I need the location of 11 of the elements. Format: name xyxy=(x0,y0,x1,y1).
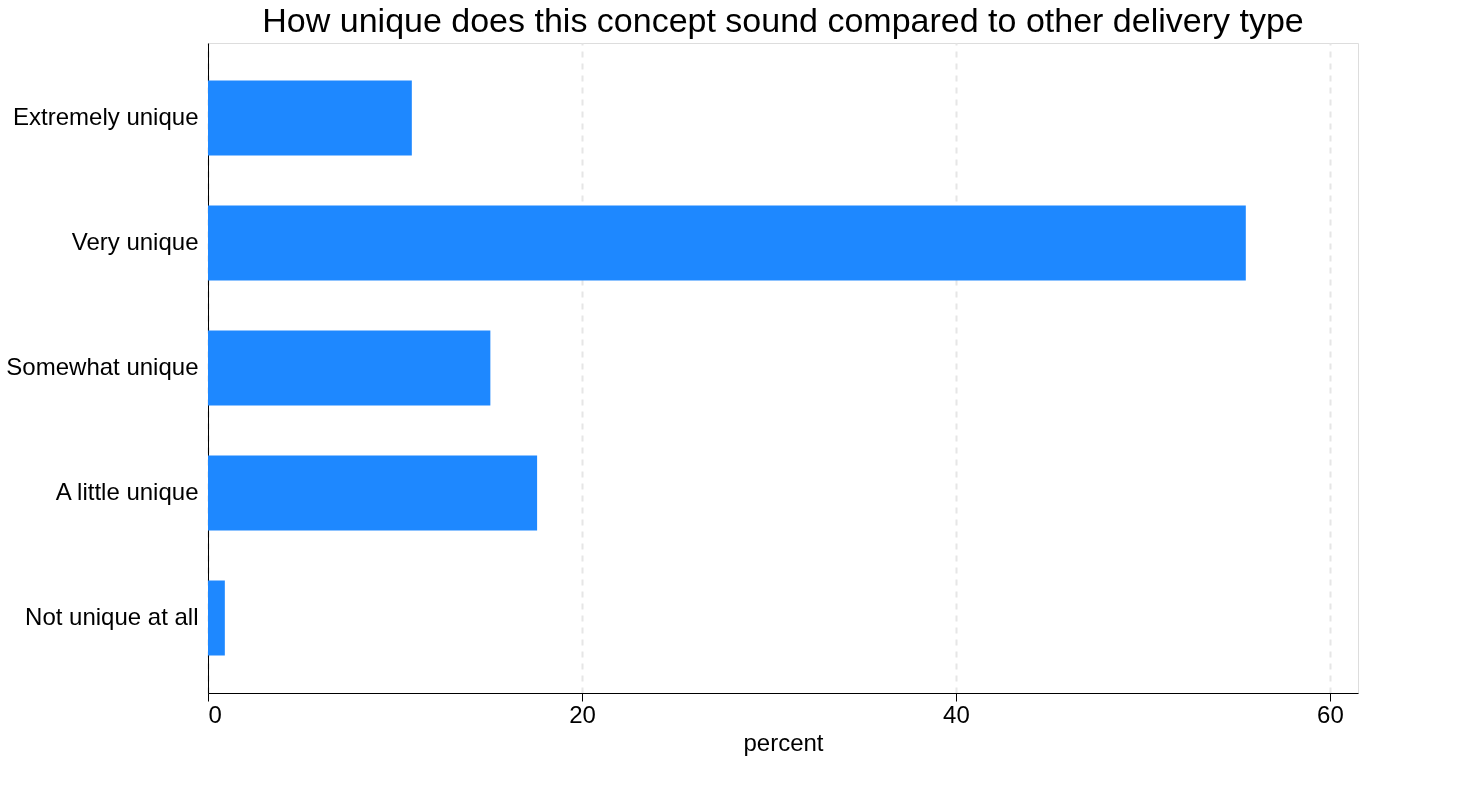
y-tick-label: Very unique xyxy=(71,228,199,255)
x-axis-title: percent xyxy=(743,728,824,756)
x-tick-label: 20 xyxy=(569,700,596,728)
x-tick-label: 0 xyxy=(208,700,222,728)
x-tick-label: 40 xyxy=(943,700,970,728)
y-tick-label: A little unique xyxy=(55,478,199,505)
y-tick-label: Somewhat unique xyxy=(6,353,199,380)
x-tick-label: 60 xyxy=(1317,700,1344,728)
y-tick-label: Extremely unique xyxy=(13,103,199,130)
chart-title: How unique does this concept sound compared to other delivery type xyxy=(262,1,1304,39)
y-tick-label: Not unique at all xyxy=(25,603,199,630)
